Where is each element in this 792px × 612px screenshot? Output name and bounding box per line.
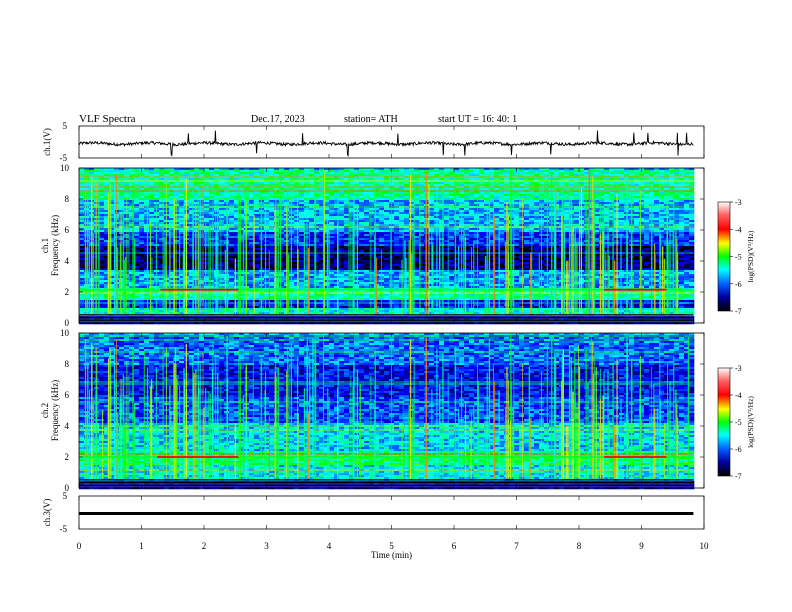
colorbar-tick-label: -7 — [735, 307, 742, 316]
xtick-label: 2 — [202, 541, 207, 551]
ch2-spectrogram-panel: 10 8 6 4 2 0 ch.2 Frequency (kHz) — [40, 328, 705, 493]
ytick-label: 5 — [63, 121, 68, 131]
ch3-waveform-panel: 5 -5 ch.3(V) — [42, 491, 705, 534]
ylabel: Frequency (kHz) — [50, 215, 60, 276]
ylabel: ch.3(V) — [42, 499, 52, 527]
date-label: Dec.17, 2023 — [251, 114, 305, 125]
xtick-label: 10 — [700, 541, 710, 551]
colorbar-tick-label: -6 — [735, 445, 742, 454]
ytick-label: -5 — [60, 153, 68, 163]
ytick-label: 10 — [60, 328, 70, 338]
ytick-label: 8 — [65, 359, 70, 369]
ch1-spectrogram-panel: 10 8 6 4 2 0 ch.1 Frequency (kHz) — [40, 163, 705, 328]
colorbar-gradient — [717, 201, 731, 312]
colorbar-tick-label: -5 — [735, 418, 742, 427]
colorbar-tick-label: -4 — [735, 225, 742, 234]
ytick-label: 4 — [65, 256, 70, 266]
channel-label: ch.2 — [40, 403, 50, 418]
ch1-waveform-panel: 5 -5 ch.1(V) — [42, 121, 705, 163]
ytick-label: 0 — [65, 318, 70, 328]
xtick-label: 4 — [327, 541, 332, 551]
colorbar-label: log(PSD)(V²/Hz) — [746, 396, 755, 448]
xlabel: Time (min) — [371, 550, 412, 560]
ytick-label: 6 — [65, 225, 70, 235]
colorbar-tick-label: -5 — [735, 253, 742, 262]
chart-title: VLF Spectra — [79, 113, 136, 125]
colorbar-ch1: -3 -4 -5 -6 -7 log(PSD)(V²/Hz) — [717, 198, 755, 316]
channel-label: ch.1 — [40, 238, 50, 253]
colorbar-label: log(PSD)(V²/Hz) — [746, 230, 755, 282]
xtick-label: 6 — [452, 541, 457, 551]
xtick-label: 1 — [139, 541, 144, 551]
ytick-label: 6 — [65, 390, 70, 400]
ytick-label: 4 — [65, 421, 70, 431]
ytick-label: 0 — [65, 483, 70, 493]
station-label: station= ATH — [344, 114, 398, 125]
xtick-label: 0 — [77, 541, 82, 551]
ytick-label: 5 — [63, 491, 68, 501]
xtick-label: 3 — [264, 541, 269, 551]
time-axis: 0 1 2 3 4 5 6 7 8 9 10 Time (min) — [77, 541, 709, 560]
ytick-label: 8 — [65, 194, 70, 204]
ytick-label: 10 — [60, 163, 70, 173]
colorbar-tick-label: -7 — [735, 472, 742, 481]
colorbar-gradient — [717, 367, 731, 477]
ylabel: Frequency (kHz) — [50, 380, 60, 441]
xtick-label: 9 — [639, 541, 644, 551]
colorbar-tick-label: -3 — [735, 364, 742, 373]
plot-frame — [78, 125, 705, 159]
xtick-label: 8 — [577, 541, 582, 551]
xtick-label: 5 — [389, 541, 394, 551]
colorbar-tick-label: -3 — [735, 198, 742, 207]
ytick-label: -5 — [60, 524, 68, 534]
colorbar-tick-label: -4 — [735, 391, 742, 400]
ylabel: ch.1(V) — [42, 128, 52, 156]
ytick-label: 2 — [65, 287, 70, 297]
xtick-label: 7 — [514, 541, 519, 551]
waveform-trace — [78, 130, 694, 157]
start-time-label: start UT = 16: 40: 1 — [438, 114, 518, 125]
colorbar-ch2: -3 -4 -5 -6 -7 log(PSD)(V²/Hz) — [717, 364, 755, 481]
colorbar-tick-label: -6 — [735, 280, 742, 289]
sferic-lines — [78, 168, 679, 314]
ytick-label: 2 — [65, 452, 70, 462]
